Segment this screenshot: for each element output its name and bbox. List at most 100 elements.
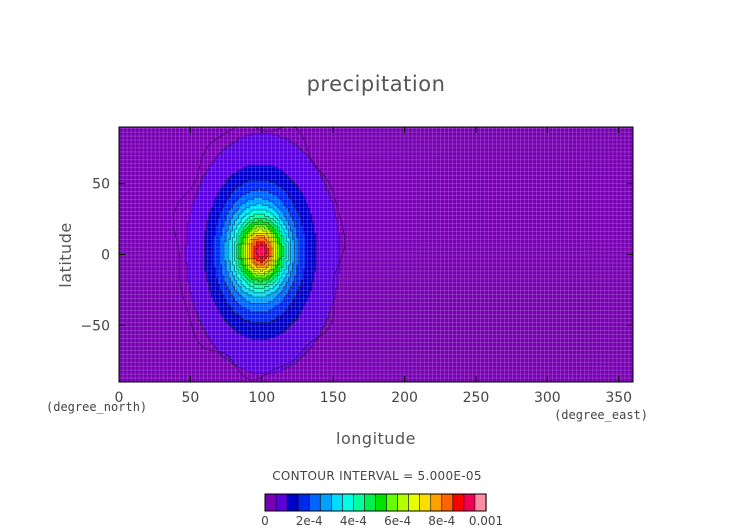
contour-band-cell xyxy=(275,254,278,257)
contour-band-cell xyxy=(189,282,210,285)
contour-band-cell xyxy=(249,250,253,253)
contour-band-cell xyxy=(281,246,285,249)
contour-band-cell xyxy=(279,277,285,281)
colorbar-tick-label: 8e-4 xyxy=(428,514,455,528)
contour-band-cell xyxy=(256,258,265,262)
contour-band-cell xyxy=(243,222,248,226)
x-tick-label: 150 xyxy=(320,390,347,406)
contour-band-cell xyxy=(253,286,265,289)
contour-band-cell xyxy=(232,309,250,313)
contour-band-cell xyxy=(217,348,310,351)
contour-band-cell xyxy=(316,269,340,272)
contour-band-cell xyxy=(245,201,274,204)
contour-band-cell xyxy=(288,235,293,238)
contour-band-cell xyxy=(262,243,268,247)
contour-band-cell xyxy=(288,207,298,211)
contour-band-cell xyxy=(232,237,238,240)
contour-band-cell xyxy=(251,271,259,274)
contour-band-cell xyxy=(228,271,233,274)
contour-band-cell xyxy=(241,333,280,336)
contour-band-cell xyxy=(243,216,250,219)
contour-band-cell xyxy=(286,248,289,251)
contour-band-cell xyxy=(283,254,287,257)
contour-band-cell xyxy=(281,254,285,257)
contour-band-cell xyxy=(258,246,265,249)
contour-band-cell xyxy=(221,273,229,277)
contour-band-cell xyxy=(245,239,248,243)
contour-band-cell xyxy=(219,237,227,240)
contour-band-cell xyxy=(236,280,242,283)
contour-band-cell xyxy=(249,235,253,238)
contour-band-cell xyxy=(298,241,306,245)
contour-band-cell xyxy=(281,273,287,277)
contour-band-cell xyxy=(251,252,255,255)
contour-band-cell xyxy=(286,260,291,264)
contour-band-cell xyxy=(268,199,283,202)
contour-band-cell xyxy=(228,250,233,253)
contour-band-cell xyxy=(307,299,334,302)
colorbar-tick-label: 2e-4 xyxy=(296,514,323,528)
contour-band-cell xyxy=(187,233,206,236)
contour-band-cell xyxy=(279,254,283,257)
y-tick-label: −50 xyxy=(80,318,110,334)
contour-band-cell xyxy=(277,256,280,260)
contour-band-cell xyxy=(204,258,214,262)
contour-band-cell xyxy=(290,263,293,266)
colorbar-swatch xyxy=(419,493,432,512)
contour-band-cell xyxy=(251,243,257,247)
contour-band-cell xyxy=(245,207,274,211)
contour-band-cell xyxy=(281,265,285,268)
contour-band-cell xyxy=(316,254,340,257)
contour-band-cell xyxy=(303,277,315,281)
contour-band-cell xyxy=(294,248,300,251)
contour-band-cell xyxy=(253,258,257,262)
contour-band-cell xyxy=(241,258,244,262)
contour-band-cell xyxy=(204,260,214,264)
contour-band-cell xyxy=(208,216,221,219)
contour-band-cell xyxy=(283,250,287,253)
contour-band-cell xyxy=(268,263,272,266)
contour-band-cell xyxy=(309,290,336,294)
contour-band-cell xyxy=(271,241,274,245)
contour-band-cell xyxy=(283,171,321,175)
contour-band-cell xyxy=(298,288,313,291)
contour-band-cell xyxy=(193,301,216,304)
contour-band-cell xyxy=(234,246,238,249)
contour-band-cell xyxy=(245,265,248,268)
contour-band-cell xyxy=(211,207,223,211)
contour-band-cell xyxy=(316,265,340,268)
contour-band-cell xyxy=(275,248,278,251)
contour-band-cell xyxy=(292,269,298,272)
contour-band-cell xyxy=(294,256,300,260)
contour-band-cell xyxy=(253,263,257,266)
contour-band-cell xyxy=(296,290,310,294)
contour-band-cell xyxy=(217,220,225,223)
contour-band-cell xyxy=(286,243,289,247)
contour-band-cell xyxy=(271,237,274,240)
contour-band-cell xyxy=(283,237,287,240)
contour-band-cell xyxy=(247,237,253,240)
contour-band-cell xyxy=(305,248,317,251)
contour-band-cell xyxy=(217,305,231,308)
contour-band-cell xyxy=(286,267,289,270)
contour-band-cell xyxy=(275,209,283,213)
contour-band-cell xyxy=(260,269,263,272)
contour-band-cell xyxy=(247,222,253,226)
contour-band-cell xyxy=(288,290,298,294)
contour-band-cell xyxy=(288,267,293,270)
contour-band-cell xyxy=(196,190,221,194)
contour-band-cell xyxy=(187,265,206,268)
contour-band-cell xyxy=(226,282,233,285)
contour-band-cell xyxy=(245,275,250,279)
contour-band-cell xyxy=(277,273,280,277)
contour-band-cell xyxy=(234,299,246,302)
contour-band-cell xyxy=(226,267,231,270)
contour-band-cell xyxy=(243,271,246,274)
contour-band-cell xyxy=(262,280,272,283)
contour-band-cell xyxy=(226,146,300,149)
contour-band-cell xyxy=(187,267,206,270)
colorbar-swatch xyxy=(375,493,388,512)
contour-band-cell xyxy=(221,233,227,236)
contour-band-cell xyxy=(187,229,208,232)
